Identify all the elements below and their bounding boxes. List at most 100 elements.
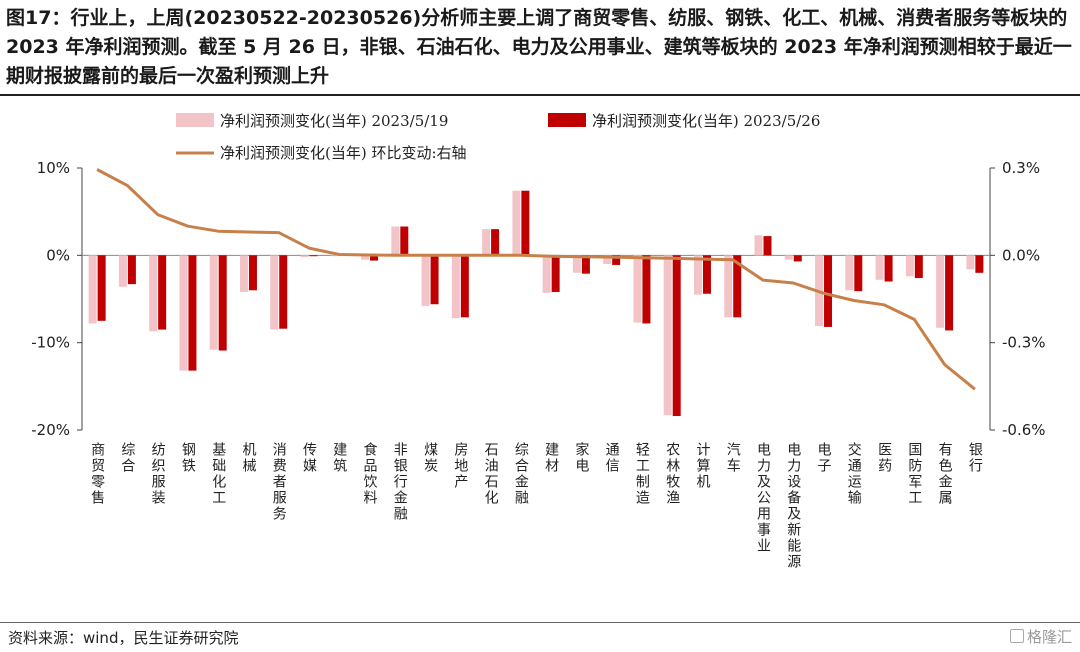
bar-2023-05-26 (218, 255, 227, 351)
category-label: 农林牧渔 (664, 442, 680, 506)
bar-2023-05-19 (754, 235, 763, 256)
bar-2023-05-26 (370, 255, 379, 261)
bar-2023-05-19 (239, 255, 248, 293)
bar-2023-05-26 (400, 226, 409, 256)
left-tick-label: -10% (31, 334, 70, 352)
category-label: 消费者服务 (271, 442, 287, 522)
category-label: 传媒 (301, 442, 317, 474)
watermark-text: 格隆汇 (1026, 628, 1072, 646)
category-label: 国防军工 (906, 442, 922, 506)
legend-swatch-2023-05-19 (176, 113, 214, 127)
bar-2023-05-19 (936, 255, 945, 328)
category-label: 通信 (604, 442, 620, 474)
right-tick-label: 0.0% (1002, 246, 1040, 264)
bar-2023-05-19 (572, 255, 581, 273)
right-tick-label: -0.6% (1002, 421, 1046, 439)
bar-2023-05-19 (542, 255, 551, 293)
right-tick-label: 0.3% (1002, 159, 1040, 177)
category-label: 综合金融 (513, 442, 529, 506)
chart-title: 图17：行业上，上周(20230522-20230526)分析师主要上调了商贸零… (6, 7, 1072, 87)
bar-2023-05-26 (763, 236, 772, 256)
category-label: 建材 (543, 442, 559, 474)
category-label: 家电 (573, 441, 589, 474)
category-label: 交通运输 (846, 441, 862, 506)
right-tick-label: -0.3% (1002, 334, 1046, 352)
bar-2023-05-19 (361, 255, 370, 260)
bar-2023-05-19 (421, 255, 430, 306)
bar-2023-05-26 (733, 255, 742, 318)
category-label: 煤炭 (422, 442, 438, 474)
bar-2023-05-26 (158, 255, 167, 330)
bar-2023-05-26 (975, 255, 984, 273)
chart-svg: 10% 0% -10% -20% 0.3% 0.0% -0.3% -0.6% 商贸零售 综合 纺织服… (31, 112, 1046, 570)
bar-2023-05-26 (521, 190, 530, 256)
category-label: 汽车 (725, 442, 741, 474)
legend-label-2023-05-26: 净利润预测变化(当年) 2023/5/26 (592, 112, 820, 130)
bar-2023-05-19 (875, 255, 884, 280)
title-divider (0, 94, 1080, 96)
bar-2023-05-26 (430, 255, 439, 305)
bar-2023-05-26 (612, 255, 621, 265)
bar-2023-05-19 (118, 255, 127, 287)
bar-2023-05-19 (482, 229, 491, 256)
bar-2023-05-26 (188, 255, 197, 371)
category-label: 电子 (816, 442, 832, 474)
bar-2023-05-26 (854, 255, 863, 292)
bar-2023-05-26 (97, 255, 106, 321)
category-label: 食品饮料 (362, 441, 378, 506)
bar-2023-05-19 (512, 190, 521, 256)
category-label: 房地产 (452, 442, 468, 490)
bar-2023-05-19 (905, 255, 914, 277)
bar-2023-05-26 (491, 229, 500, 256)
bar-2023-05-26 (945, 255, 954, 331)
bar-2023-05-19 (724, 255, 733, 318)
category-label: 商贸零售 (89, 442, 105, 506)
bar-2023-05-19 (693, 255, 702, 295)
bar-2023-05-19 (633, 255, 642, 323)
bar-2023-05-26 (793, 255, 802, 262)
bar-2023-05-19 (784, 255, 793, 260)
bar-2023-05-26 (702, 255, 711, 294)
left-tick-label: -20% (31, 421, 70, 439)
bar-2023-05-26 (309, 255, 318, 257)
bar-2023-05-19 (663, 255, 672, 416)
bar-2023-05-19 (88, 255, 97, 324)
bar-2023-05-26 (279, 255, 288, 329)
source-note: 资料来源：wind，民生证券研究院 (8, 629, 239, 647)
left-tick-label: 0% (46, 246, 70, 264)
category-label: 纺织服装 (150, 442, 166, 506)
bar-2023-05-26 (127, 255, 136, 285)
category-label: 钢铁 (180, 442, 196, 474)
watermark: 格隆汇 (1009, 626, 1072, 647)
bar-2023-05-19 (845, 255, 854, 291)
bar-2023-05-26 (642, 255, 651, 324)
legend-swatch-2023-05-26 (548, 113, 586, 127)
category-label: 有色金属 (937, 442, 953, 506)
left-tick-label: 10% (37, 159, 70, 177)
bar-2023-05-26 (884, 255, 893, 282)
bar-2023-05-19 (300, 255, 309, 258)
bar-2023-05-19 (179, 255, 188, 371)
bar-2023-05-26 (248, 255, 257, 291)
bar-2023-05-26 (551, 255, 560, 293)
bar-2023-05-26 (581, 255, 590, 274)
category-label: 电力及公用事业 (755, 442, 771, 554)
category-label: 医药 (876, 442, 892, 474)
bar-2023-05-26 (914, 255, 923, 279)
bar-2023-05-26 (672, 255, 681, 417)
category-label: 建筑 (331, 442, 347, 474)
category-label: 银行 (967, 442, 983, 474)
category-label: 轻工制造 (634, 442, 650, 506)
footer-divider (0, 622, 1080, 623)
bar-2023-05-19 (603, 255, 612, 265)
category-label: 机械 (240, 442, 256, 474)
line-series-mom-change (96, 168, 976, 391)
category-label: 非银行金融 (392, 442, 408, 522)
category-label: 电力设备及新能源 (785, 442, 801, 570)
bar-2023-05-19 (451, 255, 460, 319)
legend-label-mom-line: 净利润预测变化(当年) 环比变动:右轴 (220, 144, 467, 162)
category-label: 计算机 (694, 442, 710, 490)
category-label: 石油石化 (483, 442, 499, 506)
category-label: 综合 (119, 442, 135, 474)
bar-2023-05-19 (966, 255, 975, 270)
